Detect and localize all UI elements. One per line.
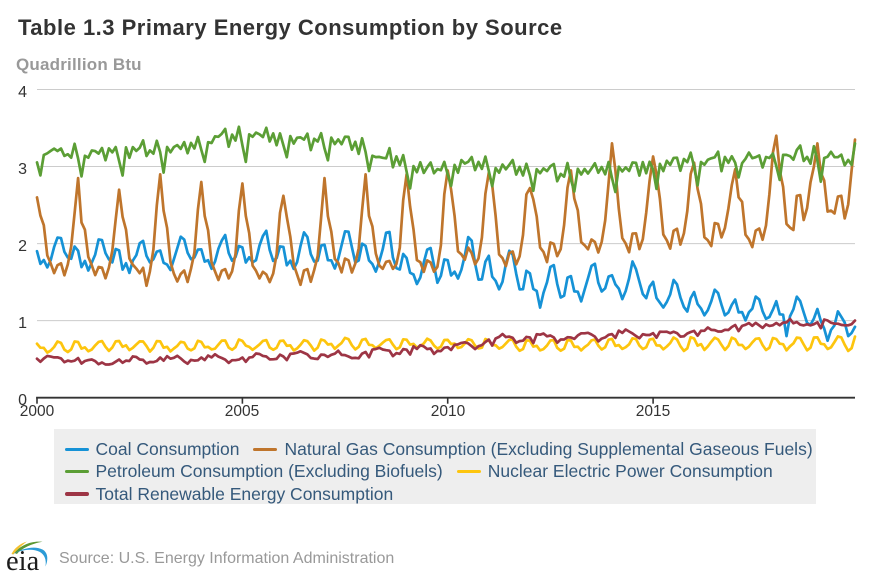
svg-text:eia: eia: [6, 546, 40, 572]
